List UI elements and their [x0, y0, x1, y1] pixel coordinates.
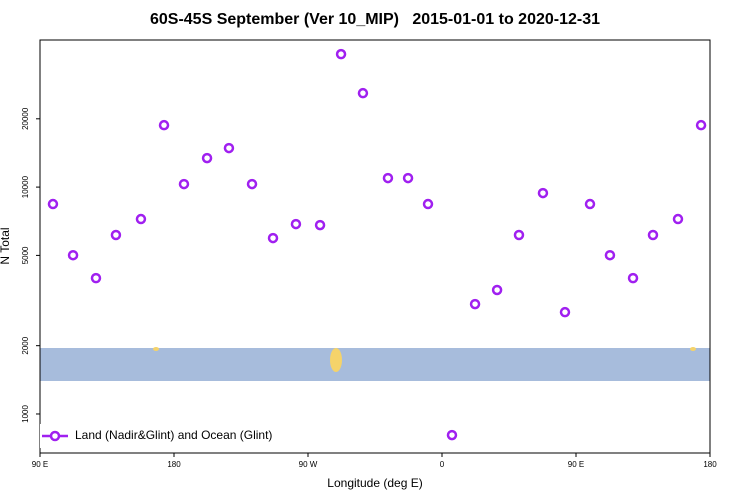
- y-axis-label: N Total: [0, 227, 12, 264]
- point: [223, 142, 235, 154]
- point: [382, 172, 394, 184]
- point: [135, 213, 147, 225]
- point: [584, 198, 596, 210]
- x-tick-label: 90 E: [32, 460, 48, 469]
- point: [672, 213, 684, 225]
- point: [110, 229, 122, 241]
- point: [695, 119, 707, 131]
- point: [267, 232, 279, 244]
- y-tick-label: 2000: [21, 336, 30, 354]
- point: [422, 198, 434, 210]
- point: [559, 306, 571, 318]
- point: [178, 178, 190, 190]
- map-land: [330, 348, 342, 372]
- legend-marker: [49, 430, 61, 442]
- map-band: [40, 348, 710, 381]
- point: [335, 48, 347, 60]
- point: [201, 152, 213, 164]
- map-land: [153, 347, 159, 351]
- point: [647, 229, 659, 241]
- point: [90, 272, 102, 284]
- point: [491, 284, 503, 296]
- x-tick-label: 90 E: [568, 460, 584, 469]
- map-land: [690, 347, 696, 351]
- point: [357, 87, 369, 99]
- point: [402, 172, 414, 184]
- point: [513, 229, 525, 241]
- point: [67, 249, 79, 261]
- legend-label: Land (Nadir&Glint) and Ocean (Glint): [75, 428, 272, 442]
- y-tick-label: 5000: [21, 246, 30, 264]
- y-tick-label: 10000: [21, 175, 30, 198]
- x-axis-label: Longitude (deg E): [327, 476, 422, 490]
- legend: [40, 424, 290, 448]
- point: [446, 429, 458, 441]
- x-tick-label: 0: [440, 460, 445, 469]
- point: [290, 218, 302, 230]
- x-tick-label: 90 W: [299, 460, 318, 469]
- point: [314, 219, 326, 231]
- plot-frame: [39, 39, 711, 454]
- point: [537, 187, 549, 199]
- chart-title: 60S-45S September (Ver 10_MIP) 2015-01-0…: [150, 11, 600, 28]
- x-tick-label: 180: [167, 460, 181, 469]
- point: [47, 198, 59, 210]
- point: [604, 249, 616, 261]
- y-tick-label: 1000: [21, 405, 30, 423]
- point: [627, 272, 639, 284]
- point: [469, 298, 481, 310]
- point: [246, 178, 258, 190]
- point: [158, 119, 170, 131]
- y-tick-label: 20000: [21, 107, 30, 130]
- x-tick-label: 180: [703, 460, 717, 469]
